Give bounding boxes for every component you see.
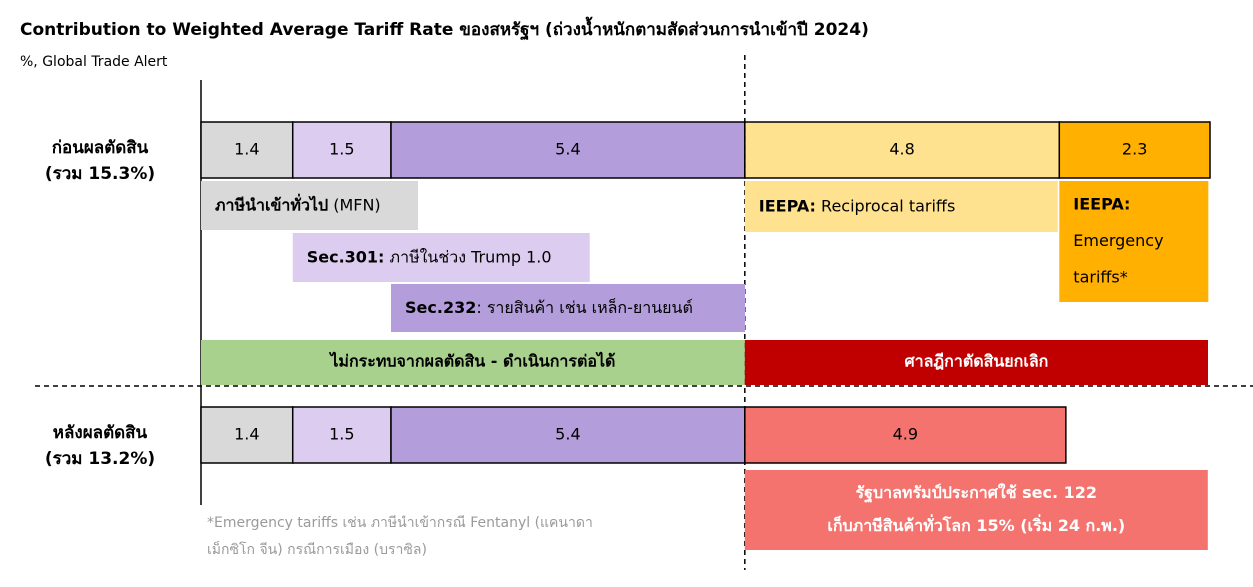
category-label: ก่อนผลตัดสิน	[52, 138, 149, 158]
bar-segment	[200, 406, 294, 464]
value-label: 5.4	[555, 425, 580, 444]
bar-segment	[744, 406, 1067, 464]
legend-label-part: Reciprocal tariffs	[816, 196, 955, 215]
value-label: 2.3	[1122, 140, 1147, 159]
legend-label-part: (MFN)	[328, 195, 381, 214]
bar-segment	[291, 121, 392, 179]
label-box	[1059, 181, 1209, 302]
legend-label: IEEPA:	[1073, 194, 1130, 213]
legend-label-part: Sec.301:	[307, 247, 385, 266]
value-label: 4.9	[893, 425, 918, 444]
banner	[744, 340, 1208, 385]
value-label: 4.8	[889, 140, 914, 159]
legend-label: Sec.301: ภาษีในช่วง Trump 1.0	[307, 247, 552, 266]
label-box	[744, 181, 1058, 232]
chart-title: Contribution to Weighted Average Tariff …	[20, 16, 869, 41]
bar-segment	[291, 406, 392, 464]
legend-label-part: Sec.232	[405, 298, 476, 317]
label-box	[744, 470, 1208, 550]
legend-label: IEEPA: Reciprocal tariffs	[759, 196, 956, 215]
banner-text: ไม่กระทบจากผลตัดสิน - ดำเนินการต่อได้	[328, 352, 615, 371]
bar-segment	[1058, 121, 1211, 179]
label-box	[201, 181, 418, 230]
chart-subtitle: %, Global Trade Alert	[20, 54, 168, 70]
label-box	[292, 233, 590, 282]
legend-label-part: ภาษีนำเข้าทั่วไป	[215, 193, 328, 214]
value-label: 1.5	[329, 425, 354, 444]
legend-label: รัฐบาลทรัมป์ประกาศใช้ sec. 122	[856, 483, 1098, 503]
banner	[201, 340, 745, 385]
category-label: หลังผลตัดสิน	[53, 423, 148, 443]
footnote: เม็กซิโก จีน) กรณีการเมือง (บราซิล)	[207, 540, 427, 558]
legend-label: tariffs*	[1073, 268, 1127, 287]
legend-label: ภาษีนำเข้าทั่วไป (MFN)	[215, 193, 381, 214]
legend-label-part: IEEPA:	[759, 196, 816, 215]
banner-text: ศาลฎีกาตัดสินยกเลิก	[904, 352, 1048, 371]
legend-label: เก็บภาษีสินค้าทั่วโลก 15% (เริ่ม 24 ก.พ.…	[827, 514, 1125, 535]
value-label: 1.4	[234, 425, 259, 444]
category-label: (รวม 15.3%)	[45, 164, 155, 184]
footnote: *Emergency tariffs เช่น ภาษีนำเข้ากรณี F…	[207, 515, 593, 531]
legend-label-part: ภาษีในช่วง Trump 1.0	[384, 247, 551, 266]
bar-segment	[200, 121, 294, 179]
legend-label: Emergency	[1073, 231, 1163, 250]
bar-segment	[390, 406, 746, 464]
category-label: (รวม 13.2%)	[45, 449, 155, 469]
label-box	[391, 284, 746, 332]
legend-label: Sec.232: รายสินค้า เช่น เหล็ก-ยานยนต์	[405, 297, 693, 317]
legend-label-part: : รายสินค้า เช่น เหล็ก-ยานยนต์	[476, 297, 693, 317]
value-label: 5.4	[555, 140, 580, 159]
value-label: 1.4	[234, 140, 259, 159]
value-label: 1.5	[329, 140, 354, 159]
